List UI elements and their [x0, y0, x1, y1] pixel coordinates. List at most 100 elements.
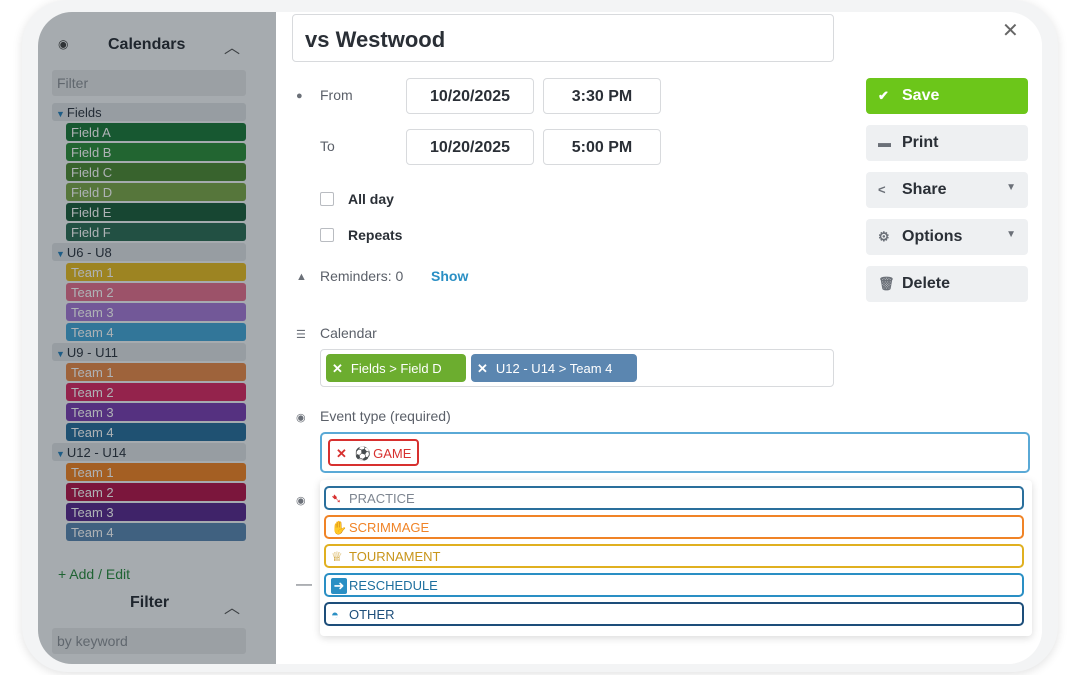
- event-type-label: Event type (required): [320, 408, 451, 424]
- from-date-input[interactable]: 10/20/2025: [406, 78, 534, 114]
- game-tag[interactable]: ✕ ⚽ GAME: [328, 439, 420, 466]
- option-practice[interactable]: ➷ PRACTICE: [324, 486, 1024, 510]
- share-label: Share: [902, 181, 947, 198]
- radio-icon: ◉: [296, 495, 306, 507]
- calendar-item[interactable]: Field F: [66, 223, 246, 241]
- option-other[interactable]: ◓ OTHER: [324, 602, 1024, 626]
- delete-button[interactable]: 🗑 Delete: [866, 266, 1028, 302]
- calendar-item[interactable]: Team 3: [66, 503, 246, 521]
- save-button[interactable]: ✔ Save: [866, 78, 1028, 114]
- share-button[interactable]: < Share ▼: [866, 172, 1028, 208]
- delete-label: Delete: [902, 275, 951, 292]
- options-label: Options: [902, 228, 963, 245]
- calendar-item[interactable]: Team 3: [66, 403, 246, 421]
- calendar-item[interactable]: Field C: [66, 163, 246, 181]
- cleat-icon: ➷: [331, 491, 342, 506]
- remove-icon[interactable]: ✕: [336, 446, 347, 461]
- caret-down-icon[interactable]: ▼: [56, 349, 65, 359]
- calendar-group[interactable]: ▼ U9 - U11: [52, 343, 246, 361]
- calendar-group[interactable]: ▼ Fields: [52, 103, 246, 121]
- options-button[interactable]: ⚙ Options ▼: [866, 219, 1028, 255]
- clock-icon: ●: [296, 90, 303, 102]
- calendar-group[interactable]: ▼ U12 - U14: [52, 443, 246, 461]
- trash-icon: 🗑: [878, 276, 895, 291]
- reminders-show-link[interactable]: Show: [431, 268, 469, 284]
- print-button[interactable]: ▬ Print: [866, 125, 1028, 161]
- filter-header[interactable]: Filter ︿: [38, 594, 276, 618]
- calendars-header[interactable]: ◉ Calendars ︿: [38, 32, 276, 60]
- caret-down-icon: ▼: [1006, 229, 1016, 240]
- calendar-item[interactable]: Field E: [66, 203, 246, 221]
- bell-icon: ▲: [296, 271, 307, 283]
- caret-down-icon[interactable]: ▼: [56, 109, 65, 119]
- keyword-filter-input[interactable]: by keyword: [52, 628, 246, 654]
- calendar-item[interactable]: Team 2: [66, 283, 246, 301]
- calendar-filter-input[interactable]: Filter: [52, 70, 246, 96]
- sidebar: ◉ Calendars ︿ Filter ▼ Fields Field A Field…: [38, 12, 276, 664]
- add-edit-link[interactable]: + Add / Edit: [58, 566, 130, 582]
- game-tag-label: GAME: [373, 446, 412, 461]
- soccer-ball-icon: ⚽: [354, 446, 372, 461]
- event-editor: vs Westwood ✕ ● From 10/20/2025 3:30 PM …: [276, 12, 1042, 664]
- calendar-item[interactable]: Field D: [66, 183, 246, 201]
- calendar-group-label: U6 - U8: [66, 245, 112, 260]
- to-time-input[interactable]: 5:00 PM: [543, 129, 661, 165]
- gear-icon: ⚙: [878, 229, 890, 244]
- option-label: TOURNAMENT: [349, 549, 441, 564]
- to-label: To: [320, 138, 335, 154]
- reminders-label: Reminders: 0: [320, 268, 404, 284]
- from-time-input[interactable]: 3:30 PM: [543, 78, 661, 114]
- printer-icon: ▬: [878, 135, 891, 150]
- arrow-icon: ➜: [331, 578, 347, 594]
- app-window: ◉ Calendars ︿ Filter ▼ Fields Field A Field…: [38, 12, 1042, 664]
- option-label: PRACTICE: [349, 491, 415, 506]
- calendar-select[interactable]: ✕ Fields > Field D ✕ U12 - U14 > Team 4: [320, 349, 834, 387]
- share-icon: <: [878, 182, 886, 197]
- repeats-checkbox[interactable]: [320, 228, 334, 242]
- calendar-group[interactable]: ▼ U6 - U8: [52, 243, 246, 261]
- trophy-icon: ♕: [331, 549, 343, 564]
- chevron-up-icon[interactable]: ︿: [224, 40, 241, 57]
- event-type-select[interactable]: ✕ ⚽ GAME: [320, 432, 1030, 473]
- calendar-item[interactable]: Team 1: [66, 263, 246, 281]
- calendar-tag[interactable]: ✕ U12 - U14 > Team 4: [471, 354, 637, 382]
- event-title-input[interactable]: vs Westwood: [292, 14, 834, 62]
- calendar-tag-label: U12 - U14 > Team 4: [495, 361, 613, 376]
- remove-icon[interactable]: ✕: [332, 361, 343, 376]
- close-icon[interactable]: ✕: [1002, 20, 1019, 42]
- calendar-item[interactable]: Team 1: [66, 463, 246, 481]
- check-icon: ✔: [878, 88, 889, 103]
- radio-icon: ◉: [296, 412, 306, 424]
- option-label: RESCHEDULE: [349, 578, 438, 593]
- calendar-item[interactable]: Team 4: [66, 323, 246, 341]
- calendar-group-label: U9 - U11: [66, 345, 118, 360]
- calendar-item[interactable]: Team 2: [66, 483, 246, 501]
- option-reschedule[interactable]: ➜ RESCHEDULE: [324, 573, 1024, 597]
- calendar-item[interactable]: Team 3: [66, 303, 246, 321]
- caret-down-icon: ▼: [1006, 182, 1016, 193]
- calendar-item[interactable]: Team 4: [66, 523, 246, 541]
- calendar-tree: ▼ Fields Field A Field B Field C Field D Field…: [52, 103, 246, 543]
- save-label: Save: [902, 87, 940, 104]
- calendar-label: Calendar: [320, 325, 377, 341]
- calendar-item[interactable]: Team 4: [66, 423, 246, 441]
- to-date-input[interactable]: 10/20/2025: [406, 129, 534, 165]
- chevron-up-icon[interactable]: ︿: [224, 600, 241, 617]
- caret-down-icon[interactable]: ▼: [56, 449, 65, 459]
- calendar-item[interactable]: Field B: [66, 143, 246, 161]
- calendar-item[interactable]: Team 1: [66, 363, 246, 381]
- all-day-checkbox[interactable]: [320, 192, 334, 206]
- calendar-tag[interactable]: ✕ Fields > Field D: [326, 354, 466, 382]
- list-icon: ☰: [296, 329, 306, 341]
- calendar-item[interactable]: Field A: [66, 123, 246, 141]
- option-scrimmage[interactable]: ✋ SCRIMMAGE: [324, 515, 1024, 539]
- hand-icon: ✋: [331, 520, 348, 535]
- from-label: From: [320, 87, 353, 103]
- calendar-item[interactable]: Team 2: [66, 383, 246, 401]
- caret-down-icon[interactable]: ▼: [56, 249, 65, 259]
- calendar-group-label: Fields: [66, 105, 102, 120]
- option-tournament[interactable]: ♕ TOURNAMENT: [324, 544, 1024, 568]
- all-day-label: All day: [348, 191, 394, 207]
- remove-icon[interactable]: ✕: [477, 361, 488, 376]
- filter-title: Filter: [130, 594, 170, 611]
